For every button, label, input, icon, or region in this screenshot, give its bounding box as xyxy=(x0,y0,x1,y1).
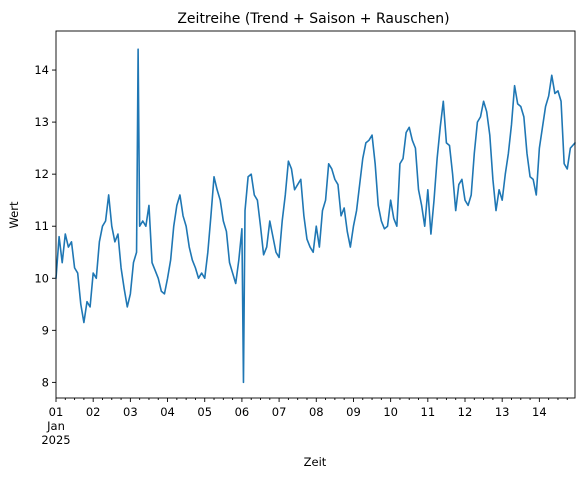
y-tick-label: 8 xyxy=(42,375,49,389)
x-tick-label: 08 xyxy=(309,405,324,419)
x-tick-label: 14 xyxy=(532,405,547,419)
x-tick-label: 06 xyxy=(235,405,250,419)
plot-frame xyxy=(55,30,576,399)
x-tick-label: 04 xyxy=(160,405,175,419)
y-tick-label: 11 xyxy=(34,219,49,233)
chart-title: Zeitreihe (Trend + Saison + Rauschen) xyxy=(177,11,449,27)
series-line xyxy=(55,48,576,384)
x-tick-label: 09 xyxy=(346,405,361,419)
x-tick-label: 10 xyxy=(383,405,398,419)
x-tick-label: 07 xyxy=(272,405,287,419)
y-axis-label: Wert xyxy=(7,201,21,229)
y-axis: 8 9 10 11 12 13 14 xyxy=(34,63,56,389)
y-tick-label: 12 xyxy=(34,167,49,181)
x-axis-label: Zeit xyxy=(304,455,327,469)
x-tick-label: 02 xyxy=(86,405,101,419)
y-tick-label: 10 xyxy=(34,271,49,285)
y-tick-label: 13 xyxy=(34,115,49,129)
y-tick-label: 14 xyxy=(34,63,49,77)
x-tick-label: 03 xyxy=(123,405,138,419)
x-tick-sublabel: 2025 xyxy=(41,433,70,447)
x-tick-label: 12 xyxy=(458,405,473,419)
x-tick-label: 05 xyxy=(197,405,212,419)
y-tick-label: 9 xyxy=(42,323,49,337)
x-tick-label: 01 xyxy=(49,405,64,419)
x-tick-label: 11 xyxy=(421,405,436,419)
x-tick-label: 13 xyxy=(495,405,510,419)
x-tick-sublabel: Jan xyxy=(46,419,65,433)
